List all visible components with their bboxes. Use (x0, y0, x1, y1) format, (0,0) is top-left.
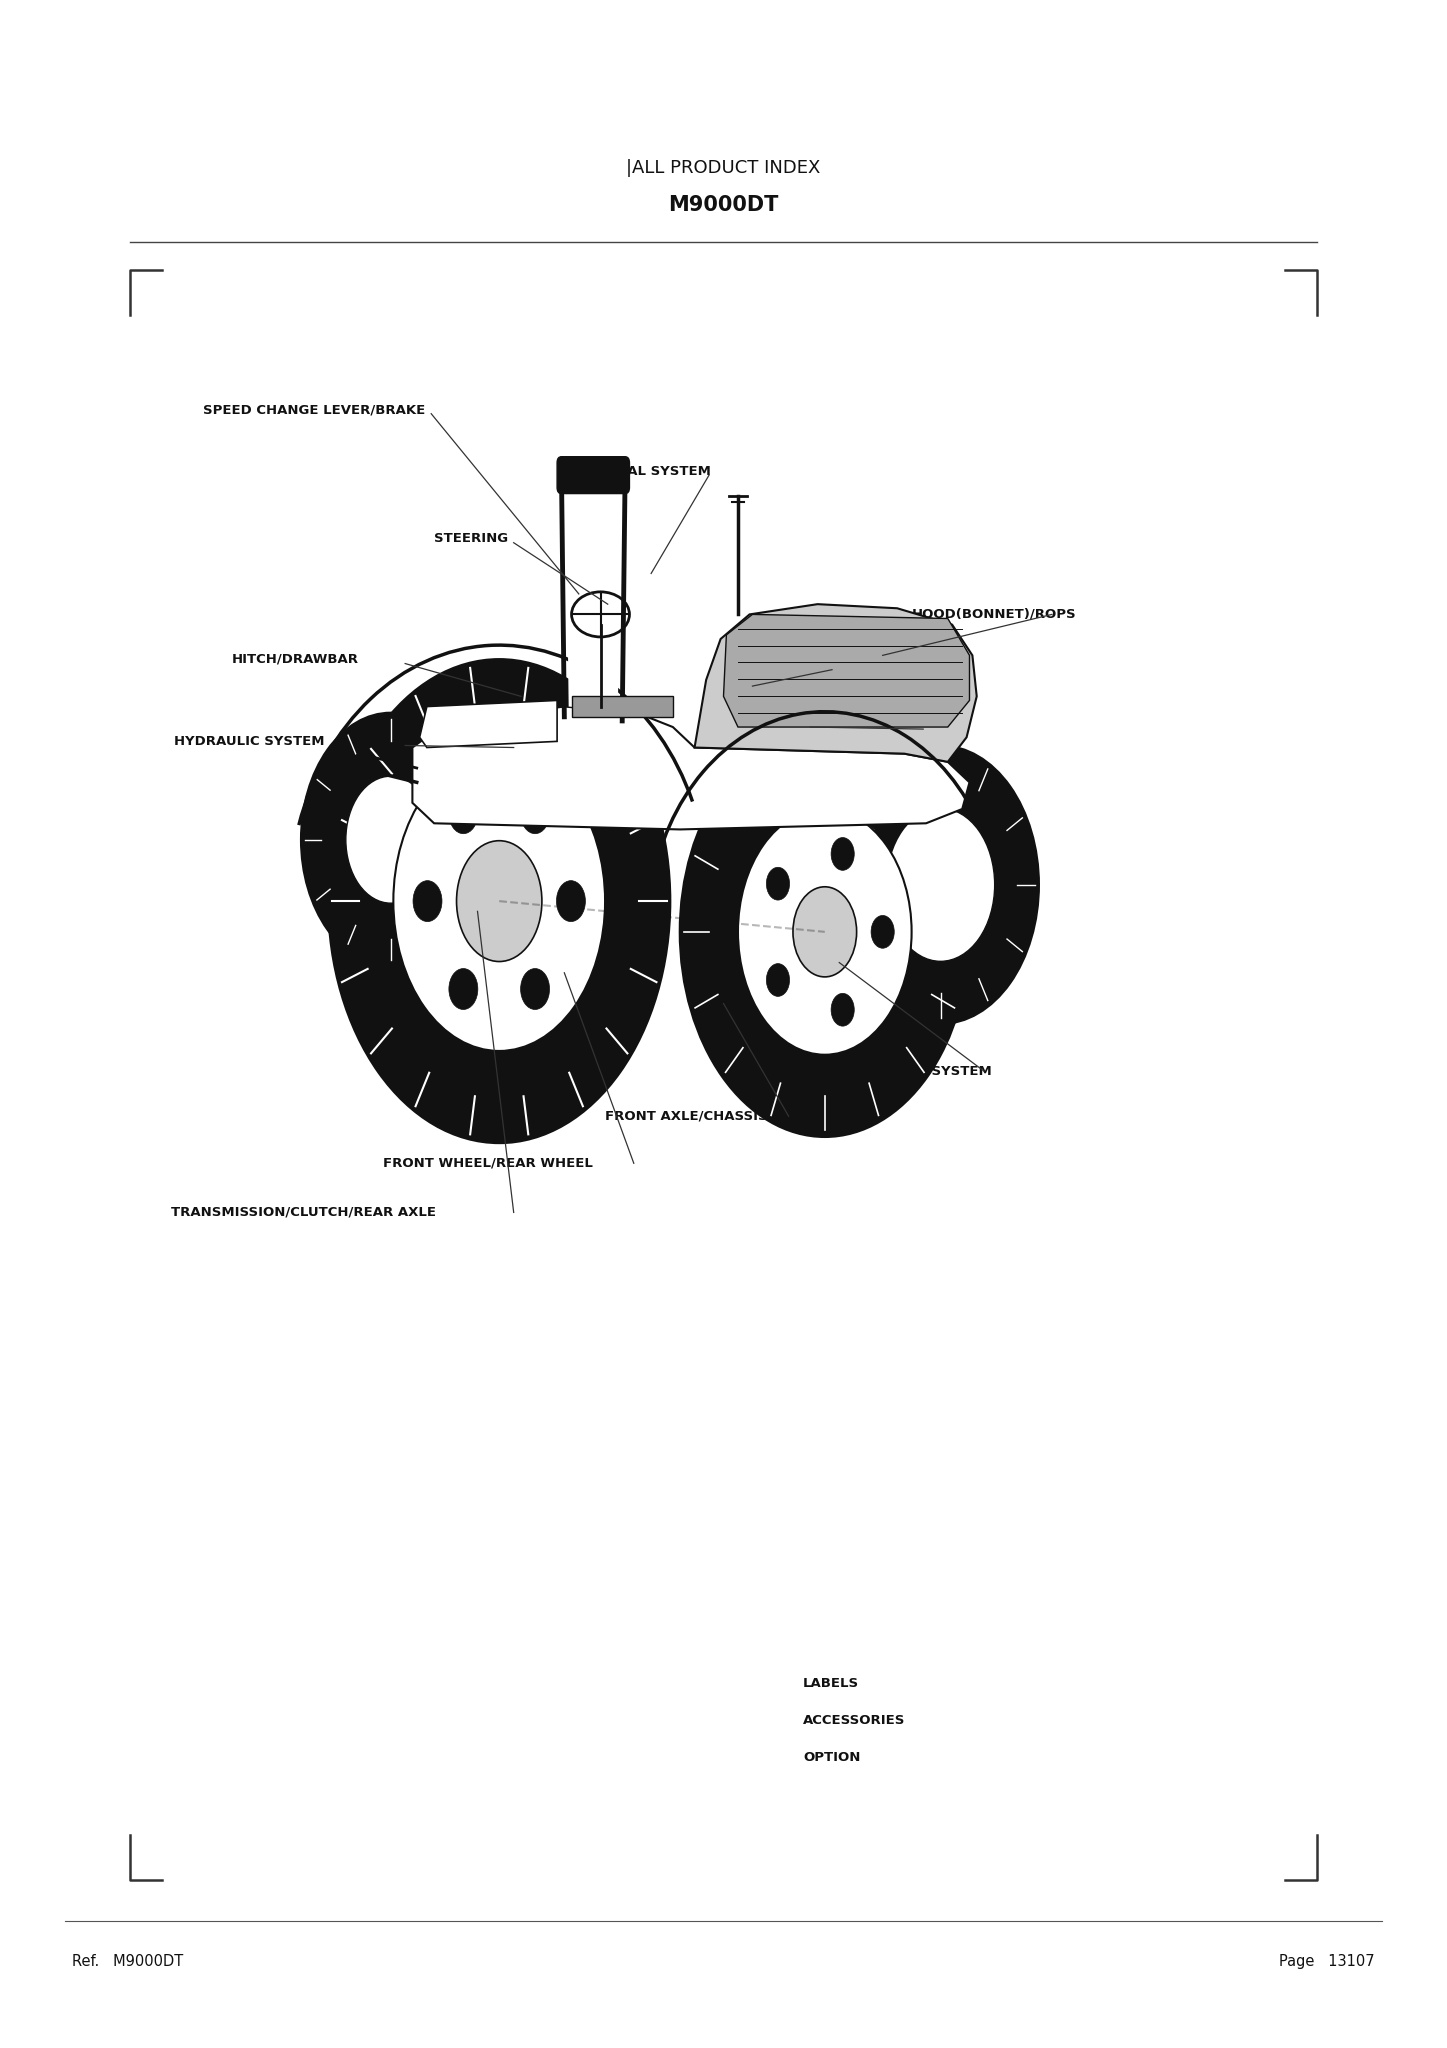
FancyBboxPatch shape (557, 457, 629, 494)
Circle shape (680, 727, 969, 1137)
Text: M9000DT: M9000DT (669, 195, 778, 215)
Text: FRONT WHEEL/REAR WHEEL: FRONT WHEEL/REAR WHEEL (383, 1157, 593, 1169)
Circle shape (449, 793, 478, 834)
Text: ELECTRICAL SYSTEM: ELECTRICAL SYSTEM (557, 465, 710, 477)
Circle shape (328, 659, 670, 1143)
Text: FUEL SYSTEM: FUEL SYSTEM (731, 659, 833, 672)
Circle shape (301, 713, 480, 967)
Text: TRANSMISSION/CLUTCH/REAR AXLE: TRANSMISSION/CLUTCH/REAR AXLE (171, 1206, 436, 1219)
Text: Page   13107: Page 13107 (1279, 1954, 1375, 1970)
Circle shape (842, 745, 1039, 1024)
Circle shape (412, 881, 441, 922)
Polygon shape (695, 604, 977, 762)
Circle shape (346, 776, 436, 903)
Polygon shape (572, 696, 673, 717)
Circle shape (557, 881, 586, 922)
Text: OPTION: OPTION (803, 1751, 861, 1763)
Text: FRONT AXLE/CHASSIS: FRONT AXLE/CHASSIS (605, 1110, 767, 1122)
Polygon shape (420, 700, 557, 748)
Circle shape (871, 915, 894, 948)
Circle shape (521, 793, 550, 834)
Circle shape (449, 969, 478, 1010)
Text: LABELS: LABELS (803, 1677, 860, 1690)
Circle shape (521, 969, 550, 1010)
Polygon shape (724, 614, 969, 727)
Circle shape (831, 993, 854, 1026)
Text: HITCH/DRAWBAR: HITCH/DRAWBAR (232, 653, 359, 666)
Circle shape (831, 838, 854, 870)
Circle shape (767, 965, 790, 997)
Polygon shape (566, 479, 621, 711)
Text: HOOD(BONNET)/ROPS: HOOD(BONNET)/ROPS (912, 608, 1077, 621)
Circle shape (457, 840, 541, 963)
Text: ENGINE: ENGINE (810, 721, 867, 733)
Text: HYDRAULIC SYSTEM: HYDRAULIC SYSTEM (174, 735, 324, 748)
Text: Ref.   M9000DT: Ref. M9000DT (72, 1954, 184, 1970)
Circle shape (793, 887, 857, 977)
Text: COOLING WATER SYSTEM: COOLING WATER SYSTEM (803, 1065, 991, 1077)
Text: ACCESSORIES: ACCESSORIES (803, 1714, 906, 1726)
Text: STEERING: STEERING (434, 532, 508, 545)
Text: SPEED CHANGE LEVER/BRAKE: SPEED CHANGE LEVER/BRAKE (203, 403, 425, 416)
Circle shape (738, 809, 912, 1055)
Polygon shape (412, 707, 969, 829)
Text: |ALL PRODUCT INDEX: |ALL PRODUCT INDEX (627, 160, 820, 176)
Circle shape (887, 809, 994, 961)
Circle shape (767, 866, 790, 899)
Circle shape (394, 752, 605, 1051)
